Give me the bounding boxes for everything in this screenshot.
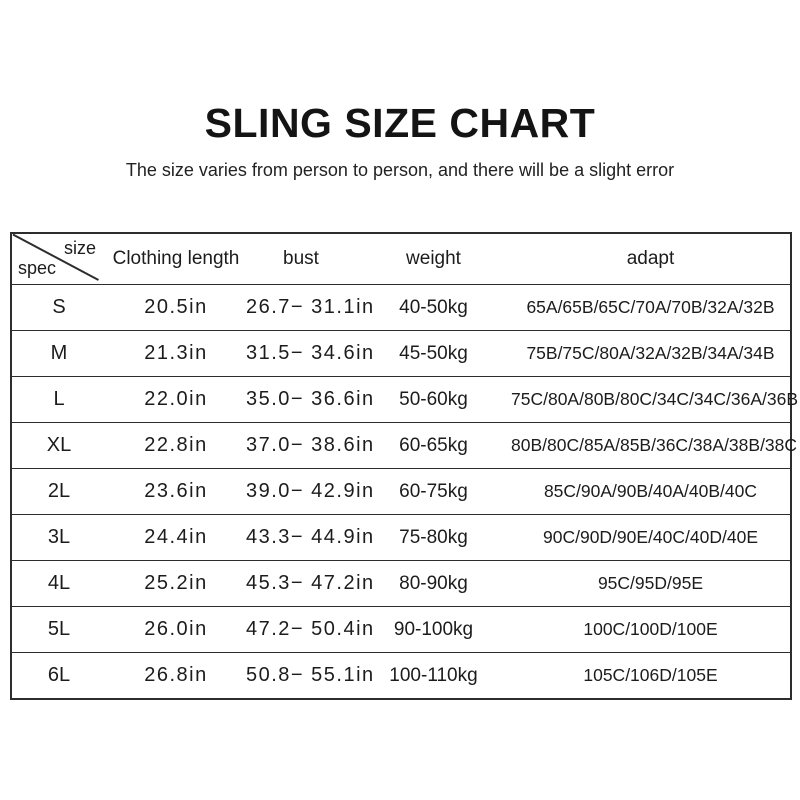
cell-clothing-length: 24.4in [106, 514, 246, 561]
diagonal-divider-line [12, 234, 106, 284]
cell-size: 4L [11, 560, 106, 607]
corner-label-size: size [63, 238, 96, 258]
cell-size: M [11, 330, 106, 377]
corner-header-cell: size spec [11, 233, 106, 285]
cell-weight: 40-50kg [356, 284, 511, 331]
cell-bust: 31.5− 34.6in [246, 330, 373, 377]
cell-adapt: 75B/75C/80A/32A/32B/34A/34B [511, 330, 791, 377]
cell-weight: 100-110kg [389, 664, 478, 686]
cell-bust: 35.0− 36.6in [246, 376, 373, 423]
page-subtitle: The size varies from person to person, a… [125, 160, 675, 180]
cell-clothing-length: 22.0in [106, 376, 246, 423]
cell-weight: 90-100kg [356, 606, 511, 653]
cell-bust: 43.3− 44.9in [246, 514, 373, 561]
table-row-s: S 20.5in 26.7− 31.1in 40-50kg 65A/65B/65… [11, 284, 791, 331]
cell-adapt: 95C/95D/95E [511, 560, 791, 607]
corner-label-spec: spec [18, 258, 57, 278]
table-row-l: L 22.0in 35.0− 36.6in 50-60kg 75C/80A/80… [11, 376, 798, 423]
cell-clothing-length: 25.2in [106, 560, 246, 607]
table-row-2l: 2L 23.6in 39.0− 42.9in 60-75kg 85C/90A/9… [11, 468, 791, 515]
table-row-xl: XL 22.8in 37.0− 38.6in 60-65kg 80B/80C/8… [11, 422, 797, 469]
size-chart-table: size spec Clothing length bust weight ad… [10, 232, 798, 700]
cell-clothing-length: 21.3in [106, 330, 246, 377]
cell-size: S [11, 284, 106, 331]
cell-size: 2L [11, 468, 106, 515]
column-header-adapt: adapt [511, 233, 791, 285]
cell-size: L [11, 376, 106, 423]
cell-size: XL [11, 422, 106, 469]
cell-adapt: 100C/100D/100E [511, 606, 791, 653]
cell-clothing-length: 23.6in [106, 468, 246, 515]
cell-bust: 47.2− 50.4in [246, 606, 373, 653]
cell-adapt: 105C/106D/105E [583, 665, 718, 685]
table-row-3l: 3L 24.4in 43.3− 44.9in 75-80kg 90C/90D/9… [11, 514, 791, 561]
cell-weight: 60-65kg [356, 422, 511, 469]
cell-clothing-length: 26.0in [106, 606, 246, 653]
cell-size: 6L [47, 664, 71, 686]
cell-bust: 45.3− 47.2in [246, 560, 373, 607]
cell-weight: 80-90kg [356, 560, 511, 607]
cell-size: 5L [11, 606, 106, 653]
cell-adapt: 80B/80C/85A/85B/36C/38A/38B/38C [511, 422, 797, 469]
table-row-6l: 6L 26.8in 50.8− 55.1in 100-110kg 105C/10… [11, 653, 791, 700]
cell-clothing-length: 20.5in [106, 284, 246, 331]
column-header-bust: bust [246, 233, 356, 285]
cell-weight: 60-75kg [356, 468, 511, 515]
cell-bust: 39.0− 42.9in [246, 468, 373, 515]
cell-adapt: 75C/80A/80B/80C/34C/34C/36A/36B [511, 376, 798, 423]
cell-adapt: 85C/90A/90B/40A/40B/40C [511, 468, 791, 515]
cell-weight: 50-60kg [356, 376, 511, 423]
column-header-clothing-length: Clothing length [106, 233, 246, 285]
table-row-5l: 5L 26.0in 47.2− 50.4in 90-100kg 100C/100… [11, 606, 791, 653]
cell-adapt: 90C/90D/90E/40C/40D/40E [511, 514, 791, 561]
cell-bust: 37.0− 38.6in [246, 422, 373, 469]
cell-adapt: 65A/65B/65C/70A/70B/32A/32B [511, 284, 791, 331]
cell-weight: 45-50kg [356, 330, 511, 377]
page-title: SLING SIZE CHART [204, 100, 596, 146]
table-row-4l: 4L 25.2in 45.3− 47.2in 80-90kg 95C/95D/9… [11, 560, 791, 607]
cell-size: 3L [11, 514, 106, 561]
table-row-m: M 21.3in 31.5− 34.6in 45-50kg 75B/75C/80… [11, 330, 791, 377]
header-row: size spec Clothing length bust weight ad… [11, 233, 791, 285]
cell-weight: 75-80kg [356, 514, 511, 561]
cell-clothing-length: 26.8in [144, 664, 208, 686]
cell-bust: 50.8− 55.1in [246, 664, 375, 686]
cell-clothing-length: 22.8in [106, 422, 246, 469]
cell-bust: 26.7− 31.1in [246, 284, 373, 331]
column-header-weight: weight [356, 233, 511, 285]
